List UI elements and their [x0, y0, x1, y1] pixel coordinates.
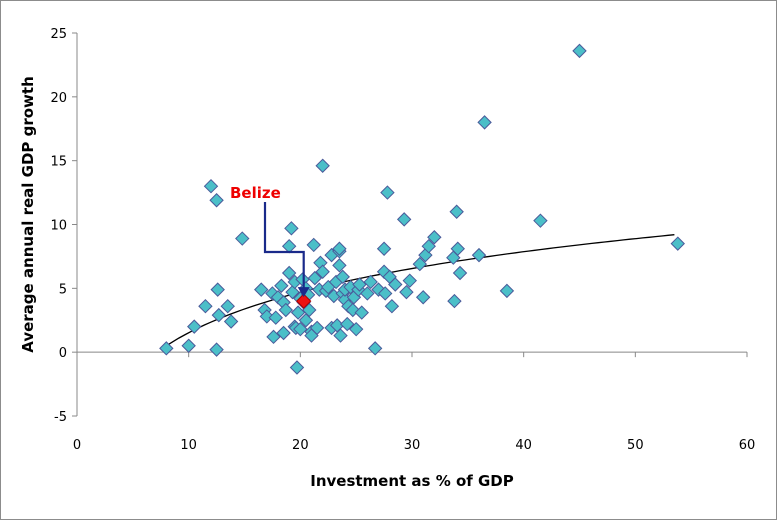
y-tick-label: 15 [50, 155, 67, 170]
data-point [268, 310, 283, 325]
data-point [281, 265, 297, 281]
annotation-layer: Belize [230, 184, 310, 298]
data-point [289, 360, 305, 375]
data-point [220, 298, 235, 314]
data-point [266, 329, 281, 345]
y-tick-label: 5 [59, 282, 67, 297]
data-point [203, 178, 219, 194]
x-tick-label: 10 [180, 438, 197, 453]
y-tick-label: 25 [50, 27, 67, 42]
data-point [402, 273, 417, 288]
data-point [360, 286, 375, 301]
data-point [499, 283, 515, 299]
data-point [670, 236, 685, 251]
highlight-point [295, 293, 312, 309]
data-point [259, 309, 275, 324]
data-point [309, 320, 325, 336]
data-point [399, 284, 414, 300]
data-point [285, 284, 300, 300]
data-point [477, 115, 492, 130]
data-point [254, 282, 269, 297]
data-point [281, 238, 297, 254]
data-point [187, 319, 202, 334]
data-point [388, 277, 403, 292]
annotation-arrowhead [297, 287, 310, 298]
data-point [376, 241, 392, 256]
data-point [377, 286, 393, 301]
data-point [533, 213, 548, 228]
x-tick-label: 20 [292, 438, 309, 453]
data-point [198, 298, 213, 314]
data-point [380, 185, 395, 200]
data-point [274, 278, 289, 293]
data-point [384, 298, 400, 314]
data-point [415, 290, 431, 305]
data-point [363, 274, 378, 290]
data-point [223, 314, 239, 329]
annotation-arrow [263, 202, 305, 290]
data-point [211, 307, 227, 323]
data-point [302, 302, 317, 318]
data-point [332, 241, 347, 256]
x-tick-label: 30 [404, 438, 421, 453]
data-point [293, 321, 308, 337]
data-point [210, 282, 225, 297]
data-point [333, 328, 348, 343]
data-point [278, 302, 294, 318]
data-point [450, 241, 465, 256]
data-point [449, 204, 464, 219]
data-point [396, 212, 412, 227]
data-point [367, 341, 383, 356]
points-layer [159, 43, 685, 375]
data-point [352, 277, 367, 292]
data-point [181, 338, 196, 353]
data-point [307, 270, 323, 286]
data-point [348, 321, 364, 337]
data-point [471, 247, 487, 263]
data-point [340, 316, 355, 332]
data-point [427, 230, 442, 245]
x-tick-label: 60 [739, 438, 756, 453]
y-tick-label: -5 [54, 410, 67, 425]
data-point [235, 231, 250, 246]
trendline-layer [165, 234, 675, 347]
y-tick-label: 20 [50, 91, 67, 106]
trendline [165, 234, 675, 347]
data-point [306, 237, 321, 253]
x-axis-title: Investment as % of GDP [310, 472, 514, 490]
x-tick-label: 0 [73, 438, 81, 453]
y-tick-label: 0 [59, 346, 67, 361]
data-point [209, 193, 224, 208]
data-point [315, 264, 330, 279]
data-point [332, 258, 347, 273]
y-axis-title: Average annual real GDP growth [19, 76, 37, 353]
data-point [335, 269, 350, 285]
data-point [159, 341, 174, 356]
annotation-label: Belize [230, 184, 281, 202]
data-point [315, 158, 330, 173]
y-tick-label: 10 [50, 219, 67, 234]
data-point [354, 305, 369, 320]
axes: -5 0 5 10 15 20 25 0 10 20 30 40 50 60 [50, 27, 755, 453]
x-tick-label: 50 [627, 438, 644, 453]
data-point [572, 43, 587, 59]
data-point [290, 305, 306, 320]
data-point [412, 256, 428, 272]
data-point [284, 221, 299, 236]
data-point [452, 265, 468, 281]
data-point [447, 293, 462, 309]
data-point [276, 325, 291, 341]
x-tick-label: 40 [515, 438, 532, 453]
data-point [209, 342, 224, 357]
data-point [421, 238, 436, 254]
